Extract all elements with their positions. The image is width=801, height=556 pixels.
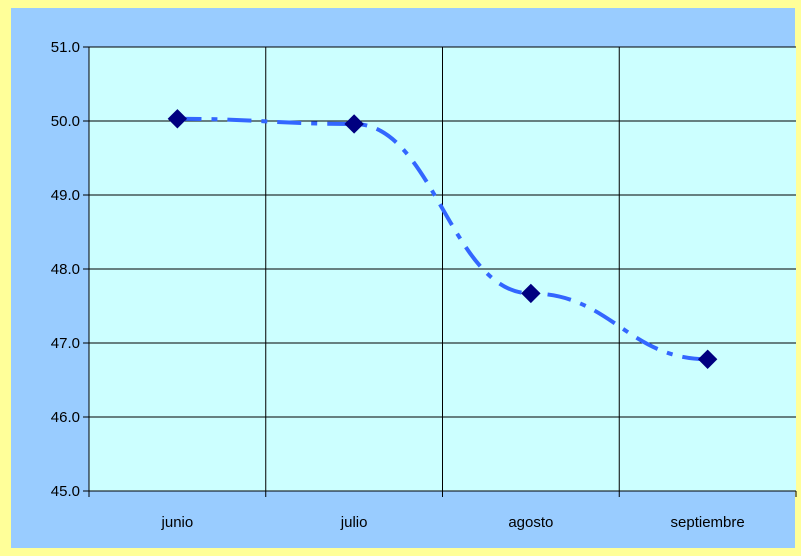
data-point-marker <box>697 349 718 369</box>
tick-labels: 45.0 46.0 47.0 48.0 49.0 50.0 51.0 junio julio ag… <box>51 39 745 531</box>
y-tick-label: 49.0 <box>51 187 80 204</box>
series-layer <box>167 109 718 369</box>
x-tick-label: julio <box>340 514 368 531</box>
series-line <box>177 116 708 362</box>
data-point-marker <box>167 109 188 129</box>
x-tick-label: junio <box>161 514 194 531</box>
axes <box>83 46 797 497</box>
y-tick-label: 48.0 <box>51 261 80 278</box>
data-point-marker <box>344 114 364 134</box>
data-point-marker <box>521 283 541 304</box>
y-tick-label: 47.0 <box>51 335 80 352</box>
x-tick-label: agosto <box>508 514 553 531</box>
x-tick-label: septiembre <box>671 514 745 531</box>
y-tick-label: 51.0 <box>51 39 80 56</box>
gridlines <box>89 46 796 491</box>
y-tick-label: 45.0 <box>51 483 80 500</box>
y-tick-label: 50.0 <box>51 113 80 130</box>
y-tick-label: 46.0 <box>51 409 80 426</box>
